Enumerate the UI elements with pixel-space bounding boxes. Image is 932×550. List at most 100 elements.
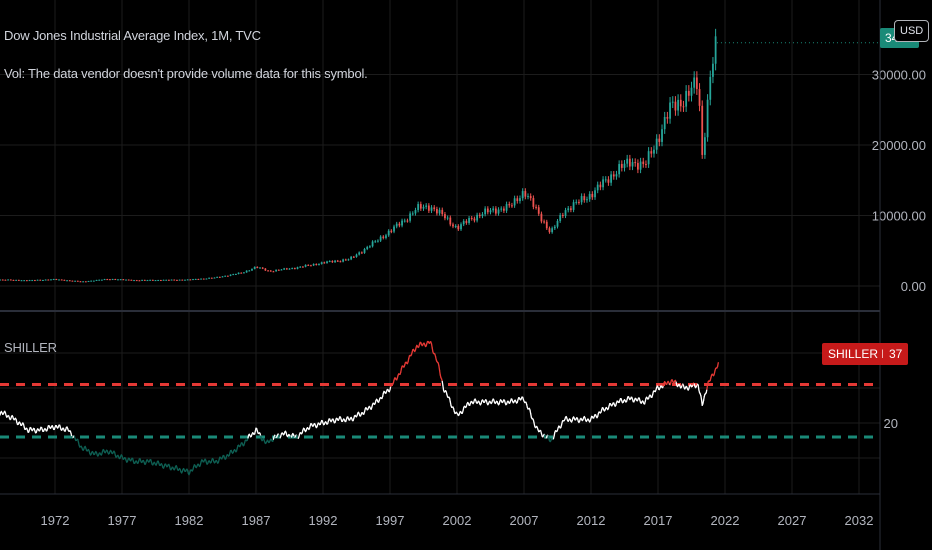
- candle[interactable]: [623, 163, 626, 168]
- candle[interactable]: [275, 269, 277, 272]
- candle[interactable]: [149, 279, 152, 281]
- candle[interactable]: [591, 193, 594, 198]
- candle[interactable]: [95, 279, 98, 281]
- candle[interactable]: [344, 259, 347, 261]
- candle[interactable]: [628, 158, 631, 167]
- candle[interactable]: [532, 198, 535, 207]
- candle[interactable]: [503, 208, 505, 211]
- candle[interactable]: [647, 151, 650, 165]
- candle[interactable]: [197, 278, 200, 280]
- candle[interactable]: [355, 254, 358, 257]
- candle[interactable]: [213, 277, 216, 279]
- candle[interactable]: [642, 161, 645, 165]
- candle[interactable]: [299, 266, 302, 268]
- candle[interactable]: [401, 220, 403, 226]
- candle[interactable]: [701, 105, 704, 155]
- candle[interactable]: [653, 149, 655, 154]
- candle[interactable]: [111, 279, 114, 281]
- candle[interactable]: [143, 279, 146, 281]
- candle[interactable]: [486, 208, 489, 213]
- candle[interactable]: [709, 76, 712, 100]
- candle[interactable]: [269, 270, 272, 272]
- candle[interactable]: [52, 279, 55, 281]
- candle[interactable]: [594, 190, 596, 198]
- candle[interactable]: [280, 269, 283, 271]
- candle[interactable]: [307, 264, 310, 266]
- candle[interactable]: [285, 268, 288, 270]
- candle[interactable]: [47, 279, 50, 281]
- candle[interactable]: [310, 265, 312, 267]
- candle[interactable]: [671, 101, 674, 103]
- candle[interactable]: [253, 266, 256, 269]
- candle[interactable]: [620, 164, 623, 168]
- candle[interactable]: [339, 261, 342, 263]
- candle[interactable]: [44, 279, 47, 281]
- candle[interactable]: [575, 201, 578, 203]
- candle[interactable]: [82, 281, 85, 283]
- candle[interactable]: [618, 164, 621, 175]
- candle[interactable]: [352, 256, 355, 258]
- candle[interactable]: [151, 279, 154, 281]
- candle[interactable]: [452, 224, 454, 227]
- candle[interactable]: [76, 280, 79, 282]
- candle[interactable]: [141, 279, 143, 281]
- candle[interactable]: [60, 279, 63, 281]
- candle[interactable]: [168, 279, 170, 281]
- candle[interactable]: [441, 209, 444, 215]
- candle[interactable]: [7, 279, 9, 281]
- candle[interactable]: [304, 264, 307, 267]
- candle[interactable]: [237, 272, 240, 274]
- candle[interactable]: [685, 90, 688, 107]
- candle[interactable]: [261, 267, 264, 269]
- candle[interactable]: [645, 164, 647, 166]
- candle[interactable]: [406, 220, 409, 222]
- candle[interactable]: [366, 246, 369, 250]
- candle[interactable]: [529, 196, 532, 199]
- candle[interactable]: [687, 90, 690, 96]
- candle[interactable]: [122, 279, 125, 281]
- candle[interactable]: [393, 226, 395, 232]
- candle[interactable]: [154, 280, 157, 282]
- candle[interactable]: [25, 280, 28, 282]
- candle[interactable]: [202, 278, 205, 280]
- candle[interactable]: [564, 210, 567, 216]
- candle[interactable]: [259, 267, 261, 269]
- candle[interactable]: [101, 279, 103, 281]
- candle[interactable]: [4, 279, 7, 281]
- candle[interactable]: [650, 151, 653, 154]
- price-candles[interactable]: [0, 28, 717, 283]
- indicator-name[interactable]: SHILLER: [4, 340, 57, 355]
- candle[interactable]: [586, 199, 588, 201]
- candle[interactable]: [157, 280, 160, 282]
- candle[interactable]: [342, 259, 344, 262]
- candle[interactable]: [320, 262, 323, 264]
- candle[interactable]: [682, 106, 685, 108]
- candle[interactable]: [293, 268, 296, 270]
- candle[interactable]: [42, 279, 44, 281]
- candle[interactable]: [505, 204, 508, 211]
- candle[interactable]: [500, 208, 503, 210]
- candle[interactable]: [561, 215, 564, 217]
- candle[interactable]: [690, 87, 693, 96]
- candle[interactable]: [371, 241, 374, 247]
- candle[interactable]: [186, 279, 189, 281]
- candle[interactable]: [419, 204, 422, 209]
- candle[interactable]: [68, 280, 71, 282]
- candle[interactable]: [127, 279, 130, 281]
- candle[interactable]: [192, 279, 194, 281]
- candle[interactable]: [663, 116, 666, 130]
- candle[interactable]: [90, 280, 93, 282]
- candle[interactable]: [114, 279, 117, 281]
- candle[interactable]: [55, 279, 58, 281]
- candle[interactable]: [615, 174, 618, 177]
- candle[interactable]: [200, 278, 202, 280]
- candle[interactable]: [476, 214, 478, 221]
- candle[interactable]: [243, 272, 245, 274]
- candle[interactable]: [17, 279, 20, 281]
- candle[interactable]: [135, 280, 138, 282]
- candle[interactable]: [537, 207, 540, 214]
- candle[interactable]: [712, 63, 714, 77]
- candle[interactable]: [363, 249, 366, 253]
- candle[interactable]: [570, 208, 572, 210]
